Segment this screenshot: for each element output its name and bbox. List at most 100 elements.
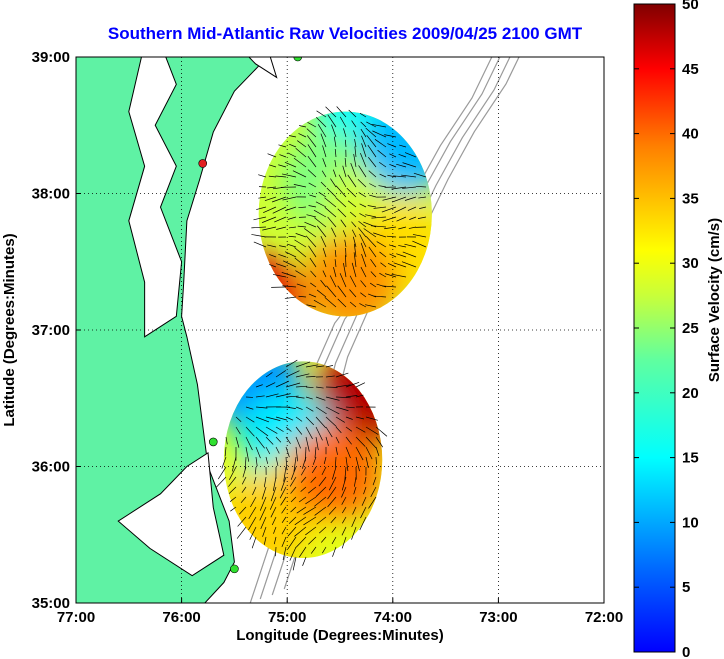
velocity-arrow [316,516,327,525]
velocity-arrow [251,536,257,549]
velocity-arrow [366,135,377,148]
velocity-arrow [235,416,242,423]
velocity-arrow [331,227,337,238]
velocity-arrow [360,242,367,258]
velocity-arrow [255,384,263,388]
velocity-arrow [248,516,257,531]
velocity-arrow [334,160,337,168]
velocity-arrow [369,194,377,198]
velocity-arrow [285,206,297,211]
velocity-arrow [335,185,347,198]
velocity-arrow [288,135,297,138]
velocity-arrow [378,185,387,188]
radar-station-marker [198,159,208,168]
land-mass [76,57,278,603]
velocity-arrow [320,536,327,543]
colorbar-label: Surface Velocity (cm/s) [706,218,723,382]
velocity-arrow [298,546,307,558]
velocity-arrow [295,446,299,462]
velocity-arrow [275,446,280,454]
velocity-arrow [372,130,387,138]
velocity-arrow [384,226,397,230]
velocity-arrow [401,261,417,268]
colorbar-ticks: 0 5 10 15 20 25 30 35 40 45 50 [634,0,699,659]
velocity-arrow [294,526,307,537]
velocity-arrow [368,157,377,168]
velocity-arrow [343,128,347,138]
velocity-arrow [327,496,337,508]
velocity-arrow [245,446,250,462]
velocity-arrow [308,182,317,188]
velocity-arrow [312,456,317,465]
velocity-arrow [321,170,327,178]
velocity-arrow [345,381,360,388]
velocity-arrow [310,546,317,554]
velocity-arrow [322,270,327,278]
velocity-arrow [368,170,377,178]
velocity-arrow [252,486,257,496]
velocity-arrow [272,476,277,491]
velocity-arrow [303,516,317,526]
velocity-arrow [365,456,369,468]
velocity-arrow [240,496,247,504]
velocity-arrow [263,536,267,545]
velocity-arrow [346,187,357,198]
velocity-arrow [281,506,287,514]
velocity-arrow [281,272,297,278]
velocity-arrow [327,216,337,228]
velocity-arrow [382,285,397,288]
velocity-arrow [339,116,347,128]
velocity-arrow [275,393,291,398]
velocity-arrow [255,436,265,449]
velocity-arrow [258,196,267,199]
colorbar [633,3,676,653]
velocity-arrow [396,216,407,222]
velocity-arrow [294,257,307,268]
velocity-arrow [393,175,407,178]
colorbar-tick-label: 45 [682,61,699,78]
velocity-arrow [351,262,357,278]
velocity-arrow [345,446,351,459]
velocity-arrow [316,110,327,118]
velocity-arrow [302,556,307,566]
velocity-arrow [386,235,397,238]
velocity-arrow [305,416,315,426]
velocity-arrow [324,297,337,308]
velocity-arrow [324,207,337,218]
velocity-arrow [345,395,358,398]
velocity-arrow [307,169,317,178]
velocity-arrow [353,243,357,258]
velocity-arrow [360,506,367,519]
velocity-arrow [309,194,317,198]
velocity-arrow [306,128,317,138]
velocity-arrow [316,289,327,298]
velocity-arrow [281,516,287,524]
velocity-arrow [373,232,387,238]
velocity-arrow [359,516,367,531]
velocity-arrow [295,361,311,368]
x-tick-label: 77:00 [57,609,95,626]
velocity-arrow [358,227,367,238]
velocity-arrow [360,128,367,138]
velocity-arrow [295,436,301,449]
velocity-arrow [310,282,317,288]
velocity-arrow [348,109,357,118]
velocity-arrow [352,496,357,504]
velocity-arrow [374,466,377,475]
velocity-arrow [300,466,307,476]
velocity-arrow [295,536,307,548]
velocity-arrow [298,206,307,209]
velocity-arrow [224,446,227,457]
velocity-arrow [303,506,317,515]
velocity-arrow [351,526,357,540]
velocity-arrow [239,506,247,515]
velocity-arrow [342,165,347,178]
velocity-arrow [351,221,357,228]
velocity-arrow [335,446,338,455]
velocity-arrow [285,436,291,444]
velocity-arrow [377,149,387,158]
velocity-arrow [398,154,407,158]
velocity-arrow [289,546,297,561]
velocity-arrow [407,206,417,211]
velocity-arrow [276,226,287,230]
